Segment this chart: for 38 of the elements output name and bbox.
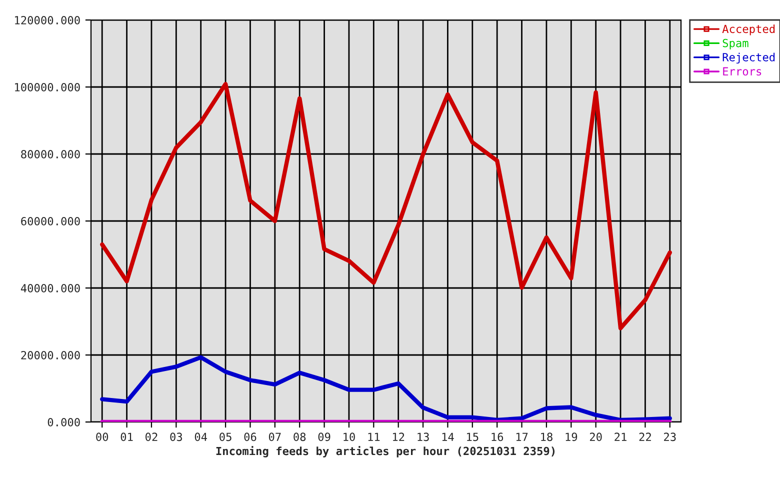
x-tick-label: 15 <box>467 432 478 442</box>
legend-label: Errors <box>723 67 762 76</box>
x-tick-label: 11 <box>368 432 380 441</box>
x-tick-label: 09 <box>318 432 330 442</box>
y-tick-label: 80000.000 <box>21 150 80 158</box>
x-tick-label: 12 <box>392 432 404 441</box>
x-tick-label: 23 <box>664 432 676 442</box>
y-tick-label: 100000.000 <box>15 83 80 92</box>
x-tick-label: 07 <box>268 432 281 442</box>
legend-label: Spam <box>722 38 748 50</box>
x-tick-label: 18 <box>541 432 552 442</box>
legend-label: Accepted <box>722 24 775 36</box>
x-tick-label: 01 <box>120 432 133 442</box>
x-tick-label: 13 <box>418 432 429 442</box>
x-tick-label: 08 <box>294 432 306 442</box>
legend-label: Rejected <box>722 52 775 64</box>
x-tick-label: 16 <box>492 432 504 442</box>
x-tick-label: 02 <box>146 432 158 442</box>
line-series <box>100 355 672 422</box>
x-tick-label: 22 <box>639 432 651 441</box>
x-tick-label: 21 <box>614 432 626 441</box>
x-tick-label: 14 <box>442 432 454 441</box>
x-tick-label: 17 <box>516 432 528 441</box>
x-tick-label: 00 <box>96 432 108 442</box>
x-tick-label: 20 <box>590 432 602 442</box>
x-tick-label: 03 <box>170 432 182 442</box>
line-series <box>100 82 672 330</box>
x-tick-label: 10 <box>344 432 355 442</box>
x-axis-title: Incoming feeds by articles per hour (20251031 2359) <box>216 446 555 458</box>
x-tick-label: 04 <box>194 432 208 442</box>
x-tick-label: 05 <box>220 432 232 442</box>
y-tick-label: 40000.000 <box>20 284 80 292</box>
y-tick-label: 20000.000 <box>21 351 80 360</box>
y-tick-label: 60000.000 <box>21 217 80 226</box>
y-tick-label: 120000.000 <box>15 16 80 24</box>
x-tick-label: 06 <box>244 432 256 442</box>
y-tick-label: 0.000 <box>48 418 80 426</box>
x-tick-label: 19 <box>566 432 578 442</box>
